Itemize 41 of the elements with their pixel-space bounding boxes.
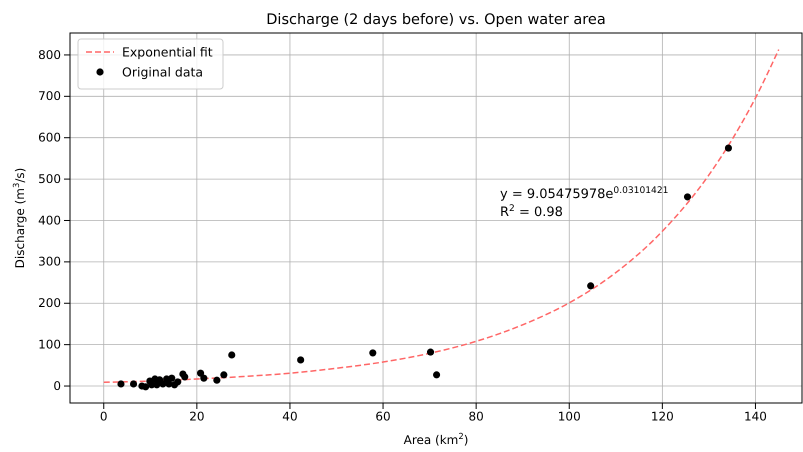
point: [220, 371, 228, 378]
x-axis-title: Area (km$^{2}$): [404, 431, 468, 447]
x-tick-label: 120: [650, 410, 674, 424]
y-tick-label: 200: [38, 296, 61, 310]
x-tick-label: 20: [189, 410, 204, 424]
point: [200, 374, 208, 382]
point: [228, 351, 236, 359]
point: [142, 383, 150, 390]
point: [197, 370, 204, 377]
point: [369, 349, 376, 356]
point: [213, 376, 220, 384]
annotation: R$^{2}$ = 0.98: [500, 204, 563, 220]
point: [297, 356, 304, 364]
y-tick-label: 800: [38, 48, 61, 62]
y-tick-label: 100: [38, 337, 61, 352]
point: [174, 378, 182, 386]
point: [426, 348, 434, 356]
chart-title: Discharge (2 days before) vs. Open water area: [266, 12, 606, 28]
legend-label: Original data: [122, 64, 204, 80]
x-tick-label: 40: [282, 410, 298, 424]
point: [433, 371, 440, 378]
point: [130, 380, 138, 388]
y-tick-label: 300: [38, 254, 61, 269]
x-tick-label: 80: [468, 410, 484, 424]
point: [168, 374, 176, 382]
annotation: y = 9.05475978e$^{0.03101421}$: [500, 186, 668, 202]
y-tick-label: 0: [53, 378, 61, 393]
x-tick-label: 100: [558, 410, 581, 424]
x-tick-label: 60: [375, 410, 391, 424]
point: [684, 193, 692, 200]
y-tick-label: 700: [38, 89, 61, 104]
point: [117, 380, 125, 388]
y-tick-label: 500: [38, 172, 61, 186]
point: [181, 373, 188, 380]
legend-label: Exponential fit: [122, 44, 213, 60]
y-tick-label: 400: [38, 213, 61, 228]
x-tick-label: 0: [100, 410, 108, 424]
y-tick-label: 600: [38, 130, 61, 145]
point: [724, 144, 732, 152]
point: [587, 282, 594, 290]
x-tick-label: 140: [744, 410, 767, 424]
